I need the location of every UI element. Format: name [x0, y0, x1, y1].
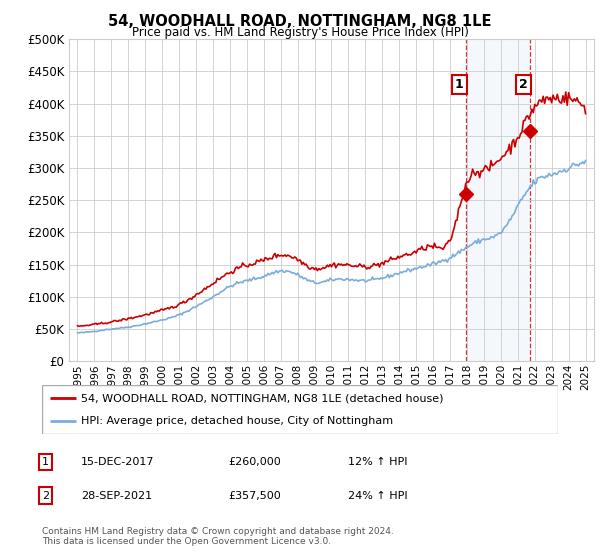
Text: 12% ↑ HPI: 12% ↑ HPI: [348, 457, 407, 467]
Text: 1: 1: [42, 457, 49, 467]
Text: £357,500: £357,500: [228, 491, 281, 501]
Text: 54, WOODHALL ROAD, NOTTINGHAM, NG8 1LE: 54, WOODHALL ROAD, NOTTINGHAM, NG8 1LE: [108, 14, 492, 29]
Text: Price paid vs. HM Land Registry's House Price Index (HPI): Price paid vs. HM Land Registry's House …: [131, 26, 469, 39]
Text: £260,000: £260,000: [228, 457, 281, 467]
Bar: [466, 39, 530, 361]
Text: 24% ↑ HPI: 24% ↑ HPI: [348, 491, 407, 501]
Text: Contains HM Land Registry data © Crown copyright and database right 2024.
This d: Contains HM Land Registry data © Crown c…: [42, 526, 394, 546]
Text: 54, WOODHALL ROAD, NOTTINGHAM, NG8 1LE (detached house): 54, WOODHALL ROAD, NOTTINGHAM, NG8 1LE (…: [80, 393, 443, 403]
Text: 15-DEC-2017: 15-DEC-2017: [81, 457, 155, 467]
Text: 2: 2: [42, 491, 49, 501]
Text: 28-SEP-2021: 28-SEP-2021: [81, 491, 152, 501]
Text: 1: 1: [455, 78, 464, 91]
Text: 2: 2: [519, 78, 528, 91]
Text: HPI: Average price, detached house, City of Nottingham: HPI: Average price, detached house, City…: [80, 416, 393, 426]
